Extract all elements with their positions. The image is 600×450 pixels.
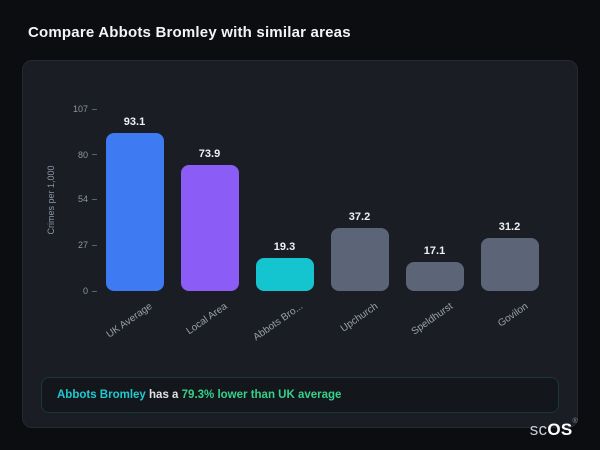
y-tick-mark: [92, 290, 97, 292]
comparison-note: Abbots Bromley has a 79.3% lower than UK…: [41, 377, 559, 413]
bar-column: 31.2 Govilon: [472, 109, 547, 329]
bar-2[interactable]: 19.3: [255, 241, 314, 291]
x-axis-label: UK Average: [104, 301, 155, 341]
y-tick: 54: [78, 194, 97, 204]
x-axis-label: Upchurch: [338, 301, 380, 335]
y-tick-label: 27: [77, 240, 88, 251]
x-axis-label: Govilon: [495, 301, 530, 330]
y-tick-label: 54: [77, 194, 88, 205]
bar-value-label: 19.3: [273, 241, 296, 254]
y-axis-title: Crimes per 1,000: [43, 109, 59, 291]
y-tick-mark: [92, 198, 97, 200]
brand-prefix: sc: [529, 420, 548, 439]
y-axis-title-text: Crimes per 1,000: [46, 165, 56, 235]
y-tick-label: 80: [77, 149, 88, 160]
bar-column: 17.1 Speldhurst: [397, 109, 472, 337]
y-tick-label: 107: [72, 104, 88, 114]
x-axis-label: Abbots Bro...: [251, 301, 305, 344]
bar-value-label: 93.1: [123, 115, 146, 128]
bar-column: 93.1 UK Average: [97, 109, 172, 341]
y-axis: 0 27 54 80 107: [59, 104, 97, 296]
bar-value-label: 17.1: [423, 244, 446, 257]
bar-column: 73.9 Local Area: [172, 109, 247, 337]
note-connector: has a: [149, 389, 179, 401]
bar-4[interactable]: 17.1: [405, 245, 464, 291]
note-area-name: Abbots Bromley: [57, 389, 146, 401]
y-tick: 80: [78, 150, 97, 160]
bar-chart: Crimes per 1,000 0 27 54 80 107 93.1 UK Avera…: [43, 104, 547, 343]
bar-3[interactable]: 37.2: [330, 211, 389, 291]
bar-value-label: 37.2: [348, 210, 371, 223]
bars-area: 93.1 UK Average 73.9 Local Area 19.3 Abbots B…: [97, 109, 547, 343]
bar-5[interactable]: 31.2: [480, 221, 539, 291]
y-tick-mark: [92, 154, 97, 156]
note-stat-text: 79.3% lower than UK average: [181, 389, 342, 401]
chart-card: Crimes per 1,000 0 27 54 80 107 93.1 UK Avera…: [22, 60, 578, 428]
y-tick: 107: [73, 104, 97, 114]
bar-column: 19.3 Abbots Bro...: [247, 109, 322, 343]
bar-value-label: 73.9: [198, 148, 221, 161]
registered-mark: ®: [572, 418, 578, 425]
y-tick: 27: [78, 240, 97, 250]
y-tick-label: 0: [82, 286, 88, 296]
brand-logo: scOS®: [529, 418, 578, 440]
x-axis-label: Speldhurst: [409, 301, 455, 338]
x-axis-label: Local Area: [184, 301, 230, 338]
page-title: Compare Abbots Bromley with similar area…: [28, 24, 351, 41]
bar-0[interactable]: 93.1: [105, 116, 164, 291]
y-tick: 0: [83, 286, 97, 296]
brand-suffix: OS: [547, 420, 573, 439]
bar-value-label: 31.2: [498, 220, 521, 233]
bar-column: 37.2 Upchurch: [322, 109, 397, 335]
bar-1[interactable]: 73.9: [180, 148, 239, 291]
y-tick-mark: [92, 108, 97, 110]
y-tick-mark: [92, 244, 97, 246]
